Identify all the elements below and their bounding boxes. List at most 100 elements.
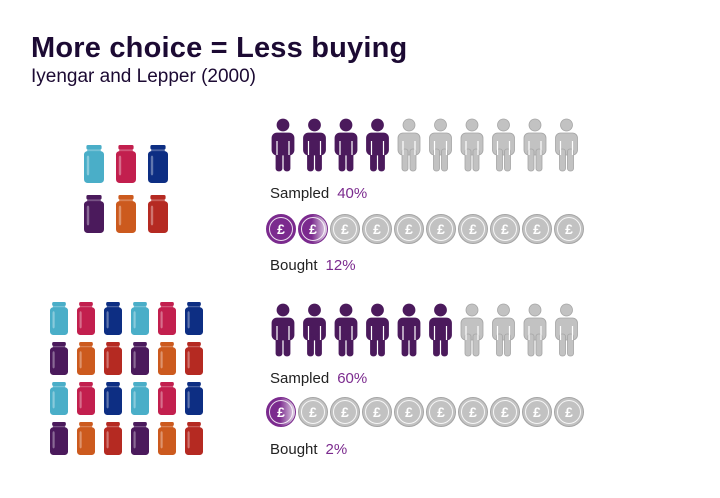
jam-jar-icon — [131, 422, 149, 455]
person-icon — [523, 118, 547, 172]
jam-jar-icon — [84, 195, 104, 233]
svg-text:£: £ — [533, 404, 541, 420]
chart-subtitle: Iyengar and Lepper (2000) — [31, 66, 256, 87]
svg-text:£: £ — [501, 221, 509, 237]
jam-jar-icon — [158, 422, 176, 455]
pound-coin-icon: £ — [490, 397, 520, 427]
jam-jar-icon — [84, 145, 104, 183]
jam-jar-icon — [158, 342, 176, 375]
pound-coin-icon: £ — [330, 214, 360, 244]
svg-text:£: £ — [437, 404, 445, 420]
sampled-value-1: 40% — [337, 185, 368, 202]
pound-coin-icon-bought: £ — [266, 397, 296, 427]
person-icon-sampled — [334, 118, 358, 172]
jam-jar-icon — [148, 195, 168, 233]
person-icon — [555, 118, 578, 172]
jam-jar-icon — [50, 382, 68, 415]
person-icon-sampled — [366, 118, 389, 172]
jam-jar-icon — [104, 422, 122, 455]
pound-coin-icon: £ — [362, 397, 392, 427]
pound-coin-icon: £ — [522, 214, 552, 244]
person-icon-sampled — [271, 303, 295, 357]
svg-text:£: £ — [309, 404, 317, 420]
sampled-label-text-1: Sampled — [270, 185, 330, 202]
pound-coin-icon: £ — [458, 397, 488, 427]
bought-label-1: Bought 12% — [270, 257, 356, 274]
pound-coin-icon: £ — [554, 397, 584, 427]
bought-label-text-1: Bought — [270, 257, 318, 274]
person-icon-sampled — [334, 303, 358, 357]
svg-text:£: £ — [405, 221, 413, 237]
person-icon-sampled — [303, 303, 326, 357]
bought-label-2: Bought 2% — [270, 441, 347, 458]
jam-jar-icon — [104, 382, 122, 415]
svg-text:£: £ — [341, 221, 349, 237]
jam-jar-icon — [185, 302, 203, 335]
svg-text:£: £ — [533, 221, 541, 237]
jam-jar-icon — [104, 302, 122, 335]
jam-jar-icon — [185, 422, 203, 455]
person-icon — [555, 303, 578, 357]
jam-jar-icon — [116, 195, 136, 233]
person-icon-sampled — [303, 118, 326, 172]
pound-coin-icon: £ — [394, 397, 424, 427]
bought-label-text-2: Bought — [270, 441, 318, 458]
pound-coin-icon: £ — [298, 397, 328, 427]
svg-text:£: £ — [341, 404, 349, 420]
person-icon — [492, 303, 515, 357]
person-icon — [523, 303, 547, 357]
jam-jar-icon — [77, 342, 95, 375]
person-icon-sampled — [271, 118, 295, 172]
person-icon-sampled — [366, 303, 389, 357]
pound-coin-icon: £ — [490, 214, 520, 244]
jam-jar-icon — [50, 302, 68, 335]
person-icon — [460, 303, 484, 357]
chart-title: More choice = Less buying — [31, 32, 408, 64]
person-icon — [492, 118, 515, 172]
sampled-label-1: Sampled 40% — [270, 185, 367, 202]
jam-jar-icon — [77, 422, 95, 455]
pound-coin-icon: £ — [522, 397, 552, 427]
jam-jar-icon — [158, 382, 176, 415]
person-icon — [429, 118, 452, 172]
sampled-label-text-2: Sampled — [270, 370, 330, 387]
svg-text:£: £ — [373, 221, 381, 237]
pound-coin-icon-bought: £ — [298, 214, 328, 244]
svg-text:£: £ — [277, 221, 285, 237]
jam-jar-icon — [131, 302, 149, 335]
svg-text:£: £ — [373, 404, 381, 420]
sampled-value-2: 60% — [337, 370, 368, 387]
svg-text:£: £ — [437, 221, 445, 237]
person-icon-sampled — [397, 303, 421, 357]
jam-jar-icon — [116, 145, 136, 183]
jam-jar-icon — [131, 342, 149, 375]
svg-text:£: £ — [309, 221, 317, 237]
person-icon — [397, 118, 421, 172]
jam-jar-icon — [185, 342, 203, 375]
svg-text:£: £ — [277, 404, 285, 420]
pound-coin-icon: £ — [362, 214, 392, 244]
jam-jar-icon — [158, 302, 176, 335]
person-icon — [460, 118, 484, 172]
pound-coin-icon-bought: £ — [266, 214, 296, 244]
pound-coin-icon: £ — [426, 397, 456, 427]
jam-jar-icon — [77, 382, 95, 415]
pound-coin-icon: £ — [394, 214, 424, 244]
svg-text:£: £ — [565, 404, 573, 420]
pound-coin-icon: £ — [554, 214, 584, 244]
svg-text:£: £ — [469, 404, 477, 420]
bought-value-2: 2% — [325, 441, 348, 458]
jam-jar-icon — [185, 382, 203, 415]
jam-jar-icon — [50, 422, 68, 455]
pound-coin-icon: £ — [458, 214, 488, 244]
jam-jar-icon — [131, 382, 149, 415]
jam-jar-icon — [104, 342, 122, 375]
pound-coin-icon: £ — [330, 397, 360, 427]
sampled-label-2: Sampled 60% — [270, 370, 367, 387]
svg-text:£: £ — [565, 221, 573, 237]
svg-text:£: £ — [405, 404, 413, 420]
jam-jar-icon — [77, 302, 95, 335]
jam-jar-icon — [50, 342, 68, 375]
person-icon-sampled — [429, 303, 452, 357]
